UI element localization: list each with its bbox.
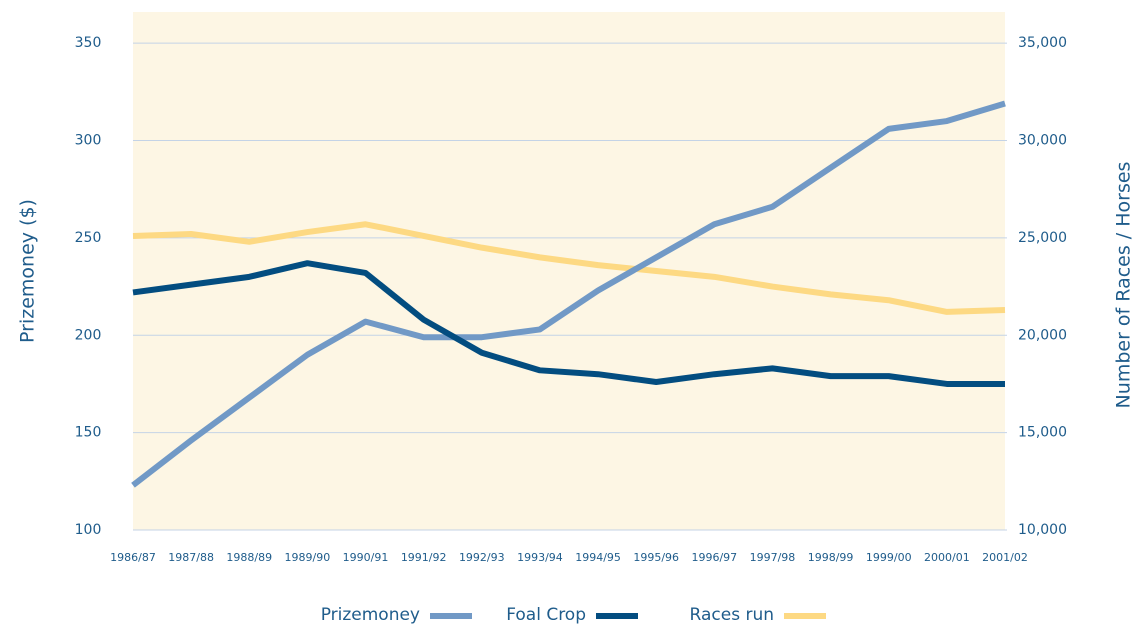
y2-tick-label: 10,000 [1018,522,1067,538]
y-tick-label: 350 [75,35,102,51]
x-tick-label: 1990/91 [343,551,389,564]
x-tick-label: 1999/00 [866,551,912,564]
series-line [131,100,1006,488]
y-tick-label: 250 [75,230,102,246]
y2-tick-label: 20,000 [1018,327,1067,343]
x-tick-label: 1991/92 [401,551,447,564]
series-line [132,260,1005,387]
y2-axis-label: Number of Races / Horses [1113,162,1135,409]
x-tick-label: 1992/93 [459,551,505,564]
y2-tick-label: 35,000 [1018,35,1067,51]
x-tick-label: 1997/98 [750,551,796,564]
x-tick-label: 1998/99 [808,551,854,564]
x-tick-label: 2000/01 [924,551,970,564]
legend-label: Races run [690,605,774,625]
x-tick-label: 2001/02 [982,551,1028,564]
y2-tick-label: 15,000 [1018,425,1067,441]
y-tick-label: 200 [75,327,102,343]
x-tick-label: 1989/90 [285,551,331,564]
x-tick-label: 1987/88 [168,551,214,564]
y2-tick-label: 25,000 [1018,230,1067,246]
x-tick-label: 1993/94 [517,551,563,564]
legend-label: Foal Crop [506,605,586,625]
y-tick-label: 150 [75,425,102,441]
y-axis-label: Prizemoney ($) [17,199,39,343]
y2-tick-label: 30,000 [1018,133,1067,149]
x-tick-label: 1986/87 [110,551,156,564]
x-tick-label: 1994/95 [575,551,621,564]
y-tick-label: 100 [75,522,102,538]
x-tick-label: 1996/97 [691,551,737,564]
x-tick-label: 1995/96 [633,551,679,564]
series-line [132,221,1006,315]
legend-label: Prizemoney [321,605,420,625]
y-tick-label: 300 [75,133,102,149]
x-tick-label: 1988/89 [226,551,272,564]
